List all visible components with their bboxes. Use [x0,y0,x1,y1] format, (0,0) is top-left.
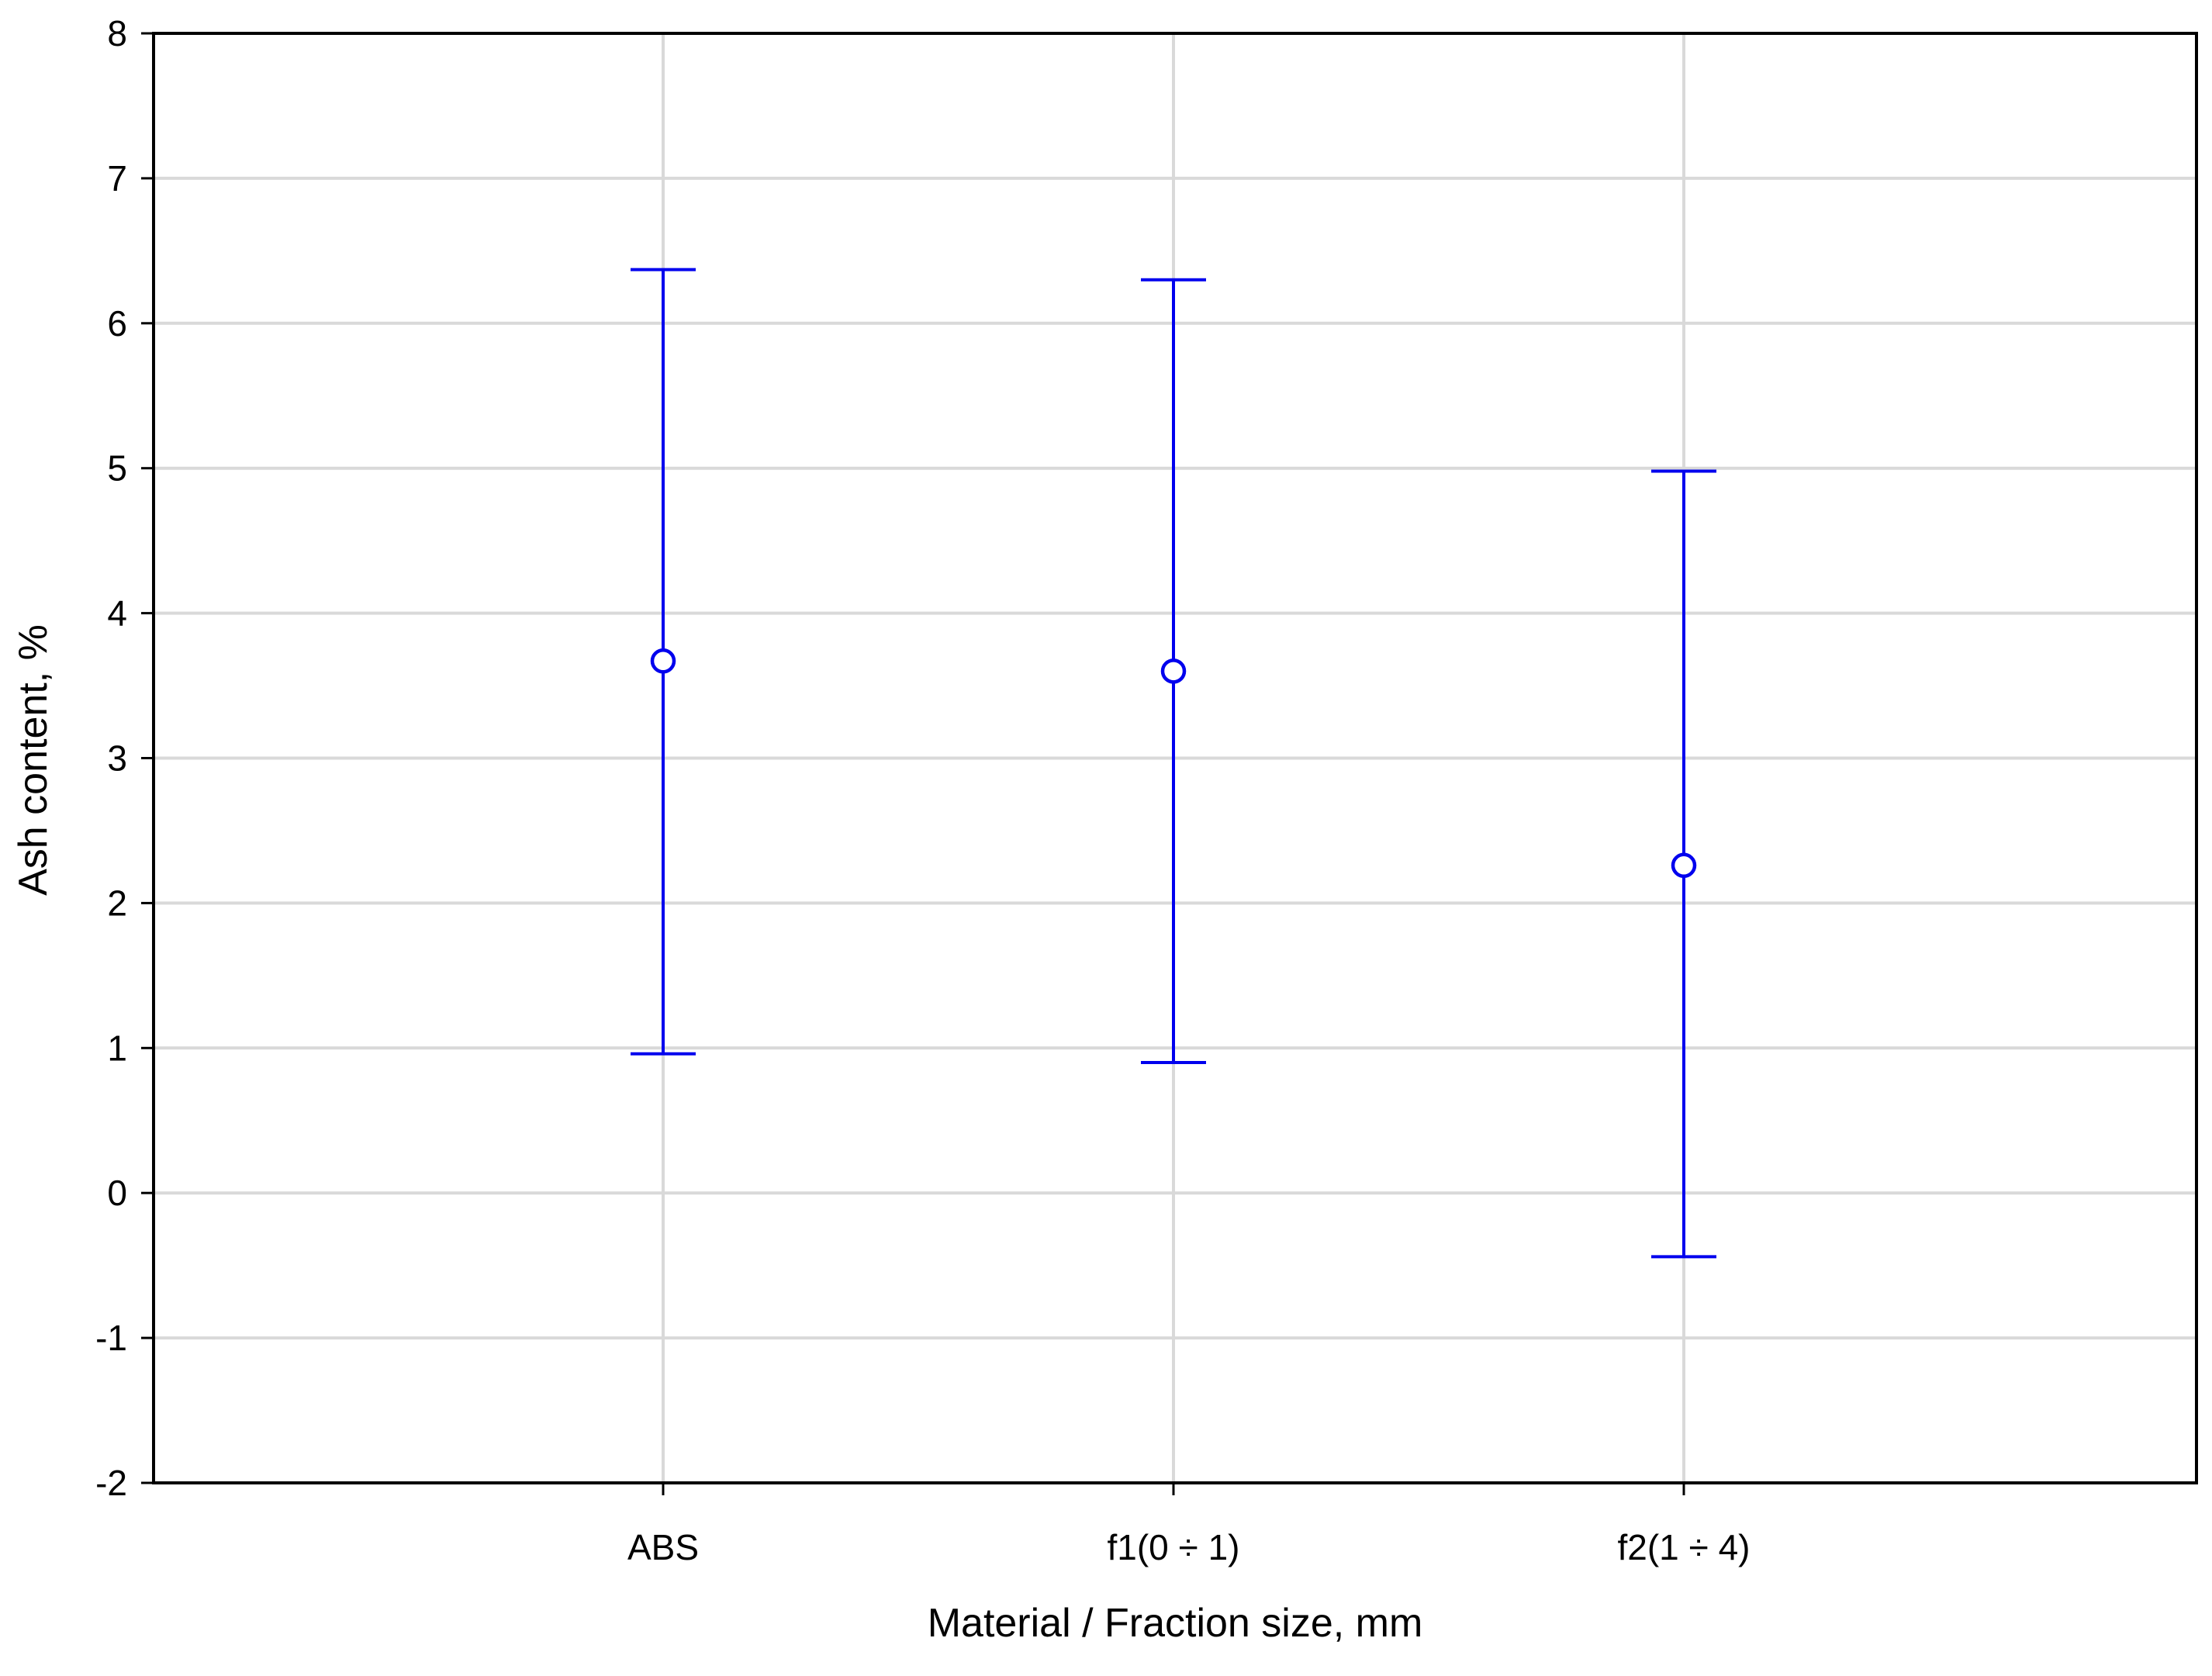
y-axis-ticks: -2 -1 0 1 2 3 4 5 6 7 8 [95,13,154,1503]
y-tick-label: 7 [107,158,127,199]
y-tick-label: 3 [107,738,127,779]
error-bar-group [631,268,696,1056]
x-tick-label: ABS [627,1527,699,1567]
y-tick-label: -2 [95,1463,127,1503]
error-bar-group [1141,278,1206,1064]
error-bar-group [1651,469,1716,1259]
y-axis-label: Ash content, % [11,624,56,896]
y-tick-label: 5 [107,448,127,489]
y-tick-label: 6 [107,303,127,344]
x-axis-ticks: ABS f1(0 ÷ 1) f2(1 ÷ 4) [627,1483,1751,1567]
x-tick-label: f2(1 ÷ 4) [1618,1527,1751,1567]
mean-point [650,648,676,674]
y-tick-label: 1 [107,1028,127,1068]
y-tick-label: 0 [107,1173,127,1213]
x-axis-label: Material / Fraction size, mm [928,1601,1423,1646]
mean-point [1671,852,1697,879]
y-tick-label: -1 [95,1318,127,1358]
y-tick-label: 4 [107,593,127,634]
x-tick-label: f1(0 ÷ 1) [1108,1527,1240,1567]
series-layer [631,268,1716,1259]
y-tick-label: 8 [107,13,127,54]
mean-point [1160,658,1187,684]
y-tick-label: 2 [107,883,127,923]
